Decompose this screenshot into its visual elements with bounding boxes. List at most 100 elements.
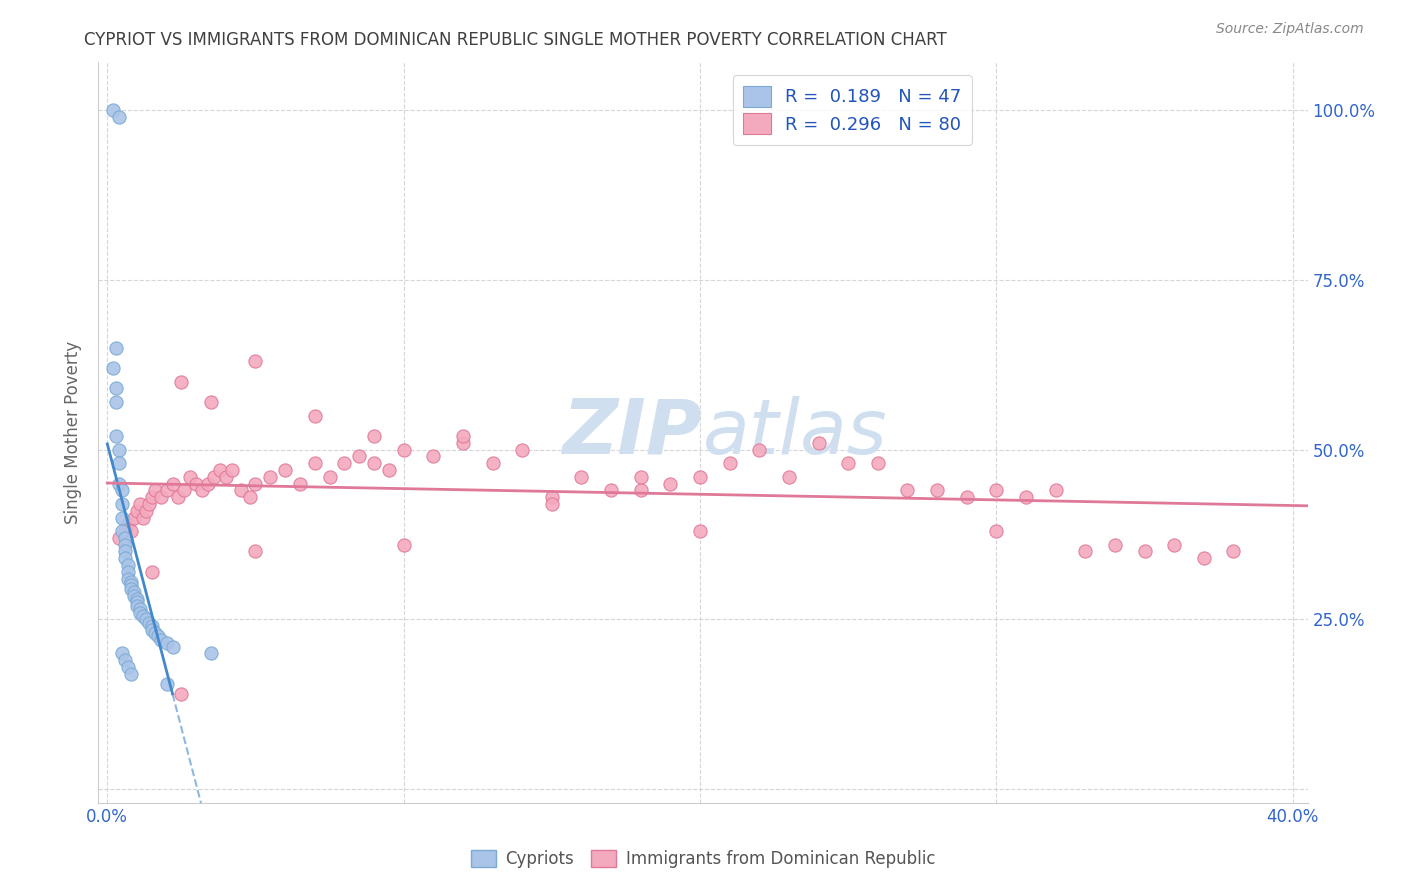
Point (129, 606, 152, 620)
Point (659, 476, 682, 491)
Point (239, 490, 262, 504)
Point (125, 595, 148, 609)
Text: atlas: atlas (703, 396, 887, 469)
Text: CYPRIOT VS IMMIGRANTS FROM DOMINICAN REPUBLIC SINGLE MOTHER POVERTY CORRELATION : CYPRIOT VS IMMIGRANTS FROM DOMINICAN REP… (84, 31, 948, 49)
Point (392, 538, 415, 552)
Point (600, 483, 623, 498)
Point (1104, 538, 1126, 552)
Point (141, 565, 163, 579)
Point (202, 469, 225, 483)
Point (1015, 490, 1038, 504)
Point (155, 636, 177, 650)
Point (138, 497, 160, 511)
Point (571, 469, 593, 483)
Point (120, 582, 142, 596)
Point (173, 483, 195, 498)
Point (221, 463, 243, 477)
Point (208, 463, 231, 477)
Legend: Cypriots, Immigrants from Dominican Republic: Cypriots, Immigrants from Dominican Repu… (464, 843, 942, 875)
Point (422, 450, 444, 464)
Point (117, 558, 139, 572)
Point (304, 456, 326, 470)
Point (363, 429, 385, 443)
Point (108, 456, 131, 470)
Point (689, 524, 711, 538)
Text: ZIP: ZIP (564, 396, 703, 469)
Point (141, 623, 163, 637)
Point (304, 409, 326, 423)
Point (245, 544, 267, 558)
Point (318, 469, 340, 483)
Point (105, 341, 128, 355)
Point (114, 653, 136, 667)
Point (510, 442, 533, 457)
Point (117, 565, 139, 579)
Point (120, 575, 142, 590)
Point (108, 442, 131, 457)
Point (146, 629, 169, 643)
Point (141, 490, 163, 504)
Point (111, 483, 134, 498)
Point (108, 110, 131, 124)
Point (122, 510, 145, 524)
Point (215, 469, 238, 483)
Point (105, 382, 128, 396)
Point (167, 490, 190, 504)
Point (114, 524, 136, 538)
Point (481, 456, 503, 470)
Point (186, 476, 208, 491)
Point (135, 504, 157, 518)
Point (143, 626, 166, 640)
Point (392, 442, 415, 457)
Point (114, 551, 136, 566)
Point (103, 361, 125, 376)
Point (114, 538, 136, 552)
Point (170, 687, 193, 701)
Point (630, 469, 652, 483)
Point (1222, 544, 1244, 558)
Point (274, 463, 297, 477)
Point (451, 429, 474, 443)
Point (1074, 544, 1097, 558)
Point (111, 524, 134, 538)
Point (927, 483, 949, 498)
Point (143, 483, 166, 498)
Point (197, 476, 219, 491)
Point (155, 483, 177, 498)
Point (1045, 483, 1067, 498)
Point (689, 469, 711, 483)
Text: Source: ZipAtlas.com: Source: ZipAtlas.com (1216, 22, 1364, 37)
Point (132, 609, 155, 624)
Point (141, 619, 163, 633)
Point (122, 589, 145, 603)
Point (122, 585, 145, 599)
Point (1163, 538, 1185, 552)
Point (125, 592, 148, 607)
Point (135, 612, 157, 626)
Point (120, 666, 142, 681)
Point (866, 456, 889, 470)
Point (986, 483, 1008, 498)
Point (120, 578, 142, 592)
Point (179, 469, 201, 483)
Point (540, 490, 562, 504)
Point (986, 524, 1008, 538)
Point (630, 483, 652, 498)
Point (114, 531, 136, 545)
Point (451, 435, 474, 450)
Point (111, 497, 134, 511)
Point (155, 677, 177, 691)
Point (117, 572, 139, 586)
Point (162, 476, 184, 491)
Point (125, 599, 148, 613)
Point (129, 602, 152, 616)
Point (149, 632, 172, 647)
Point (149, 490, 172, 504)
Point (132, 510, 155, 524)
Point (191, 483, 214, 498)
Point (105, 429, 128, 443)
Point (125, 504, 148, 518)
Point (117, 517, 139, 532)
Point (117, 660, 139, 674)
Point (103, 103, 125, 117)
